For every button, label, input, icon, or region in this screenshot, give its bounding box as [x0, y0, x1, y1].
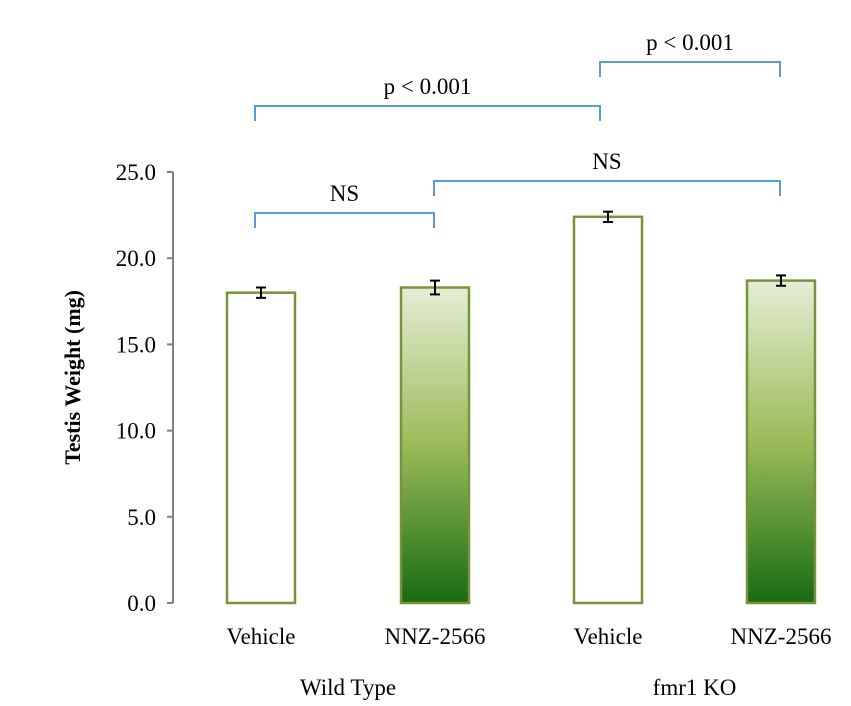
significance-bracket: NS — [433, 149, 781, 196]
y-tick-label: 0.0 — [127, 591, 156, 616]
error-bar — [603, 210, 613, 223]
y-axis: 0.0 5.0 10.0 15.0 20.0 25.0 — [116, 160, 174, 616]
y-tick-label: 25.0 — [116, 160, 156, 185]
bracket-label: NS — [592, 149, 621, 174]
y-tick-label: 15.0 — [116, 332, 156, 357]
error-bar — [776, 274, 786, 287]
bracket-label: p < 0.001 — [384, 74, 472, 99]
significance-bracket: p < 0.001 — [254, 74, 601, 121]
x-category-label: Vehicle — [574, 624, 643, 649]
x-group-label: fmr1 KO — [653, 675, 737, 700]
bar — [399, 286, 471, 605]
bar — [225, 291, 297, 605]
category-labels: Vehicle NNZ-2566 Vehicle NNZ-2566 Wild Type f… — [227, 624, 832, 700]
error-bars — [256, 210, 786, 299]
y-tick-label: 10.0 — [116, 419, 156, 444]
error-bar — [430, 279, 440, 296]
x-category-label: NNZ-2566 — [731, 624, 832, 649]
x-group-label: Wild Type — [300, 675, 396, 700]
x-category-label: NNZ-2566 — [385, 624, 486, 649]
significance-brackets: NS NS p < 0.001 p < 0.001 — [254, 30, 781, 228]
significance-bracket: NS — [254, 181, 435, 228]
bar — [745, 279, 817, 605]
bar — [572, 215, 644, 605]
significance-bracket: p < 0.001 — [599, 30, 781, 77]
bars — [225, 215, 817, 605]
bracket-label: p < 0.001 — [646, 30, 734, 55]
bracket-line — [599, 61, 781, 77]
error-bar — [256, 286, 266, 299]
y-tick-label: 5.0 — [127, 505, 156, 530]
y-tick-label: 20.0 — [116, 246, 156, 271]
x-category-label: Vehicle — [227, 624, 296, 649]
bracket-label: NS — [330, 181, 359, 206]
bracket-line — [433, 180, 781, 196]
bracket-line — [254, 212, 435, 228]
bracket-line — [254, 105, 601, 121]
y-axis-title: Testis Weight (mg) — [60, 290, 85, 465]
